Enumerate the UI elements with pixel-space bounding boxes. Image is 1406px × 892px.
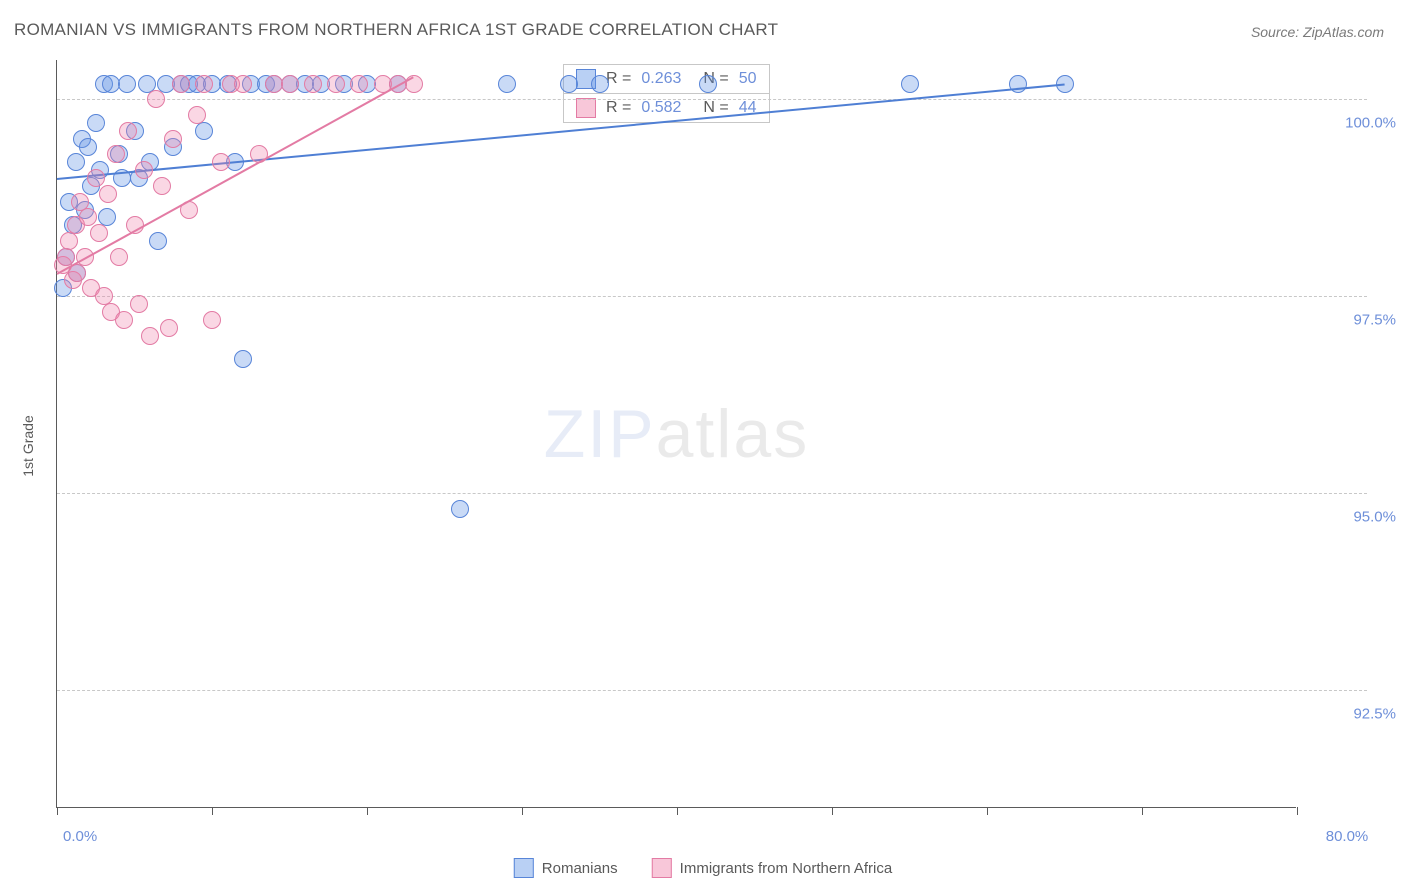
data-point [119,122,137,140]
data-point [350,75,368,93]
legend-item-blue: Romanians [514,858,618,878]
r-label: R = [606,70,631,88]
data-point [115,311,133,329]
data-point [99,185,117,203]
chart-title: ROMANIAN VS IMMIGRANTS FROM NORTHERN AFR… [14,20,778,40]
data-point [135,161,153,179]
xtick [212,807,213,815]
swatch-pink-icon [576,98,596,118]
xtick [522,807,523,815]
y-axis-label: 1st Grade [20,415,36,476]
data-point [110,248,128,266]
data-point [212,153,230,171]
data-point [699,75,717,93]
ytick-label: 95.0% [1316,509,1396,526]
data-point [164,130,182,148]
data-point [87,169,105,187]
data-point [79,208,97,226]
data-point [195,122,213,140]
n-value-blue: 50 [739,70,757,88]
ytick-label: 100.0% [1316,115,1396,132]
xtick-label: 80.0% [1326,828,1369,845]
data-point [188,106,206,124]
trend-line [57,76,414,275]
data-point [560,75,578,93]
data-point [203,311,221,329]
data-point [79,138,97,156]
gridline [57,493,1367,494]
data-point [234,75,252,93]
data-point [901,75,919,93]
watermark-bold: ZIP [544,396,656,472]
data-point [90,224,108,242]
xtick [832,807,833,815]
data-point [327,75,345,93]
swatch-pink-icon [652,858,672,878]
data-point [118,75,136,93]
gridline [57,99,1367,100]
data-point [149,232,167,250]
ytick-label: 92.5% [1316,705,1396,722]
xtick [1297,807,1298,815]
data-point [107,145,125,163]
source-label: Source: ZipAtlas.com [1251,24,1384,40]
stats-row-pink: R = 0.582 N = 44 [563,94,770,123]
data-point [234,350,252,368]
data-point [160,319,178,337]
data-point [591,75,609,93]
swatch-blue-icon [514,858,534,878]
xtick [1142,807,1143,815]
legend-label-pink: Immigrants from Northern Africa [680,860,893,877]
ytick-label: 97.5% [1316,312,1396,329]
gridline [57,296,1367,297]
data-point [141,327,159,345]
data-point [147,90,165,108]
legend-label-blue: Romanians [542,860,618,877]
xtick [57,807,58,815]
data-point [130,295,148,313]
xtick [677,807,678,815]
data-point [498,75,516,93]
xtick [367,807,368,815]
watermark: ZIPatlas [544,395,809,473]
legend: Romanians Immigrants from Northern Afric… [514,858,892,878]
data-point [60,232,78,250]
xtick [987,807,988,815]
r-value-pink: 0.582 [641,99,681,117]
data-point [304,75,322,93]
data-point [195,75,213,93]
legend-item-pink: Immigrants from Northern Africa [652,858,893,878]
watermark-thin: atlas [656,396,810,472]
r-label: R = [606,99,631,117]
xtick-label: 0.0% [63,828,97,845]
data-point [172,75,190,93]
data-point [451,500,469,518]
plot-area: ZIPatlas R = 0.263 N = 50 R = 0.582 N = … [56,60,1296,808]
data-point [281,75,299,93]
data-point [153,177,171,195]
data-point [87,114,105,132]
r-value-blue: 0.263 [641,70,681,88]
data-point [67,153,85,171]
gridline [57,690,1367,691]
